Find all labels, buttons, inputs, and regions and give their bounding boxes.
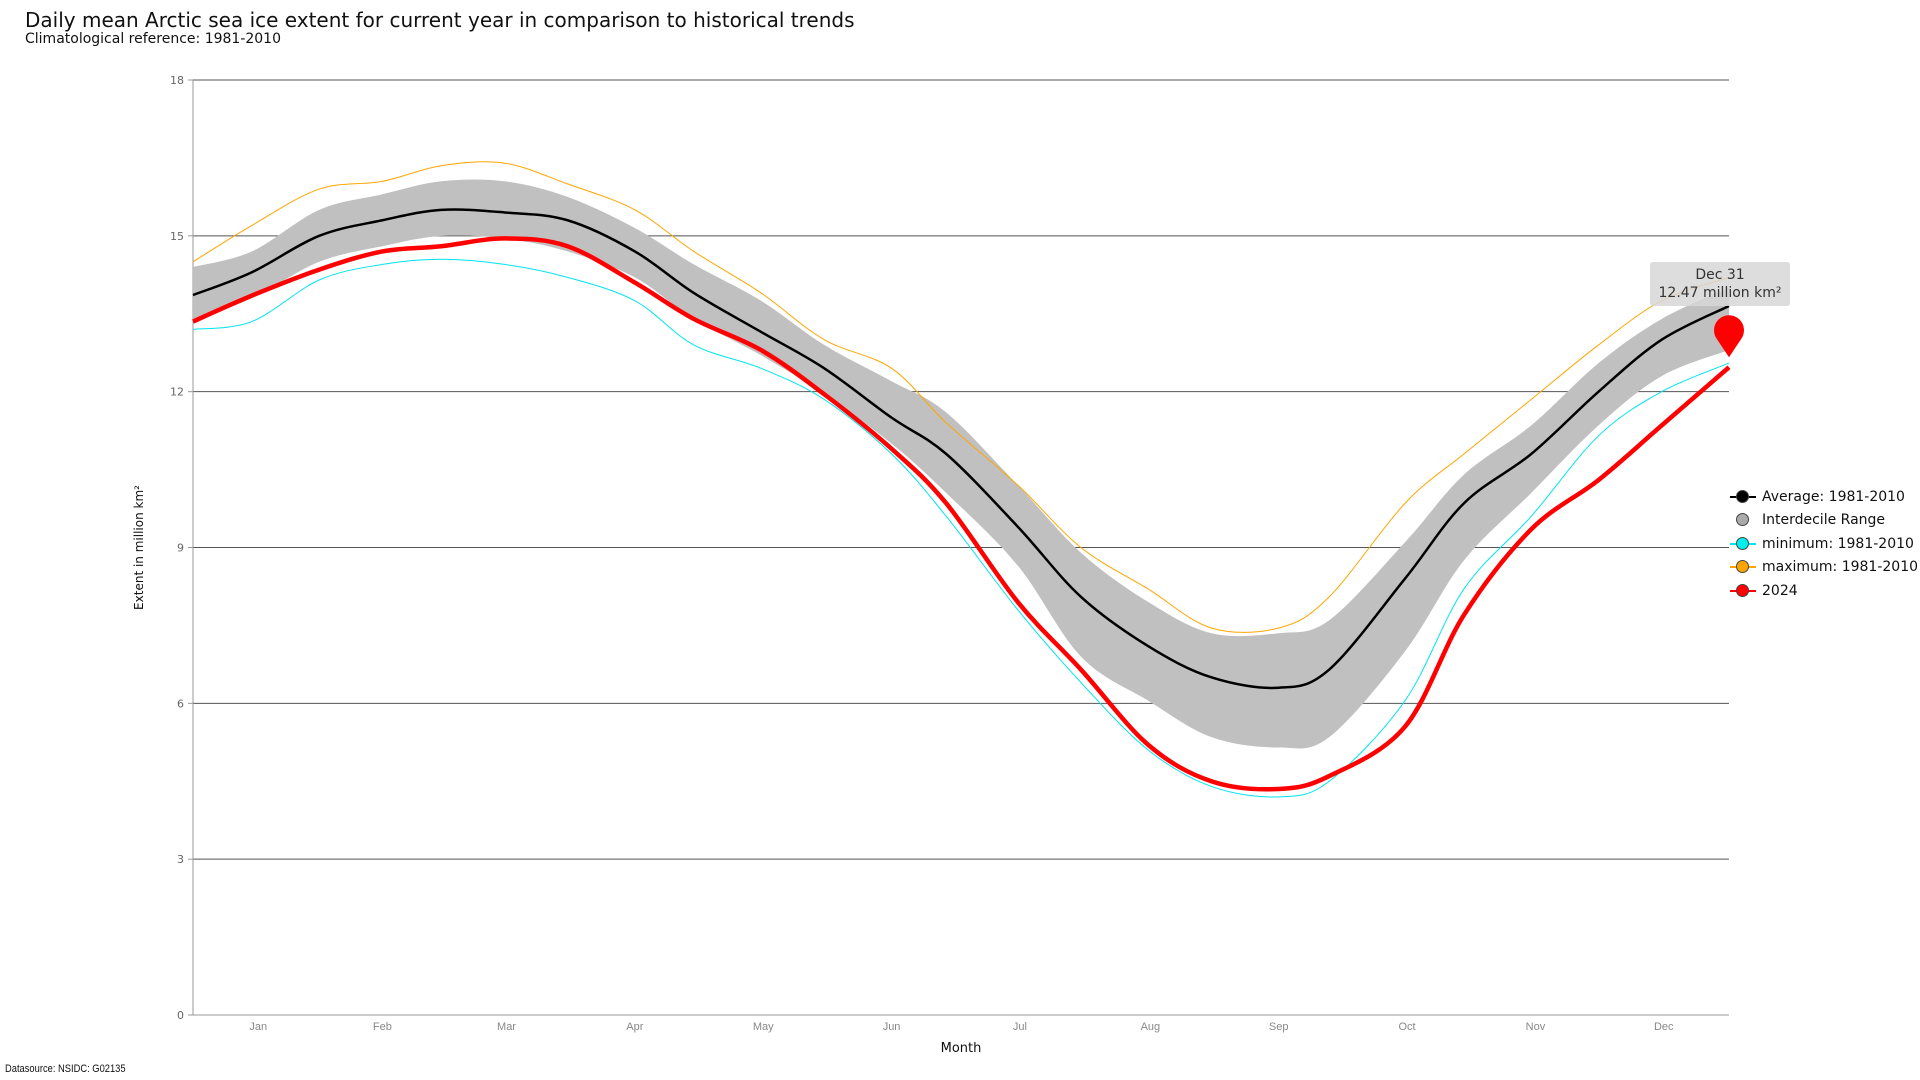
x-axis-label: Month <box>941 1041 982 1056</box>
x-tick-label: Feb <box>373 1021 392 1033</box>
chart-title: Daily mean Arctic sea ice extent for cur… <box>25 8 855 32</box>
tooltip-value: 12.47 million km² <box>1658 285 1782 301</box>
x-tick-label: Jan <box>249 1021 267 1033</box>
x-tick-label: Aug <box>1141 1021 1161 1033</box>
maximum-line <box>192 161 1730 633</box>
legend-label: Interdecile Range <box>1762 512 1886 529</box>
average-line <box>192 208 1730 690</box>
legend-item-2024[interactable]: 2024 <box>1730 579 1918 603</box>
x-tick-label: Dec <box>1654 1021 1674 1033</box>
y-tick-label: 9 <box>177 542 184 555</box>
legend-item-maximum[interactable]: maximum: 1981-2010 <box>1730 556 1918 580</box>
y-tick-label: 12 <box>170 386 184 399</box>
chart-subtitle: Climatological reference: 1981-2010 <box>25 31 281 47</box>
legend-label: Average: 1981-2010 <box>1762 488 1905 505</box>
tooltip: Dec 31 12.47 million km² <box>1650 262 1790 306</box>
x-tick-label: Oct <box>1399 1021 1416 1033</box>
y-tick-label: 15 <box>170 230 184 243</box>
y-tick-label: 18 <box>170 74 184 87</box>
legend-item-average[interactable]: Average: 1981-2010 <box>1730 485 1918 509</box>
x-tick-label: Jul <box>1013 1021 1027 1033</box>
tooltip-date: Dec 31 <box>1695 267 1745 283</box>
legend: Average: 1981-2010 Interdecile Range min… <box>1730 485 1918 603</box>
legend-label: maximum: 1981-2010 <box>1762 559 1919 576</box>
legend-label: minimum: 1981-2010 <box>1762 535 1914 552</box>
x-tick-label: Jun <box>883 1021 901 1033</box>
legend-item-minimum[interactable]: minimum: 1981-2010 <box>1730 532 1918 556</box>
y-tick-label: 6 <box>177 697 184 710</box>
year-2024-line <box>192 236 1731 792</box>
x-tick-label: Sep <box>1269 1021 1289 1033</box>
legend-item-interdecile[interactable]: Interdecile Range <box>1730 509 1918 533</box>
minimum-line <box>192 258 1730 798</box>
x-tick-label: May <box>753 1021 774 1033</box>
y-tick-label: 0 <box>177 1009 184 1022</box>
y-tick-label: 3 <box>177 853 184 866</box>
x-tick-label: Nov <box>1526 1021 1546 1033</box>
y-axis-label: Extent in million km² <box>132 485 146 610</box>
datasource: Datasource: NSIDC: G02135 <box>5 1063 126 1075</box>
location-pin-icon <box>1714 315 1744 358</box>
x-tick-label: Apr <box>626 1021 643 1033</box>
x-tick-label: Mar <box>497 1021 516 1033</box>
interdecile-range-band <box>193 179 1729 749</box>
legend-label: 2024 <box>1762 582 1798 599</box>
